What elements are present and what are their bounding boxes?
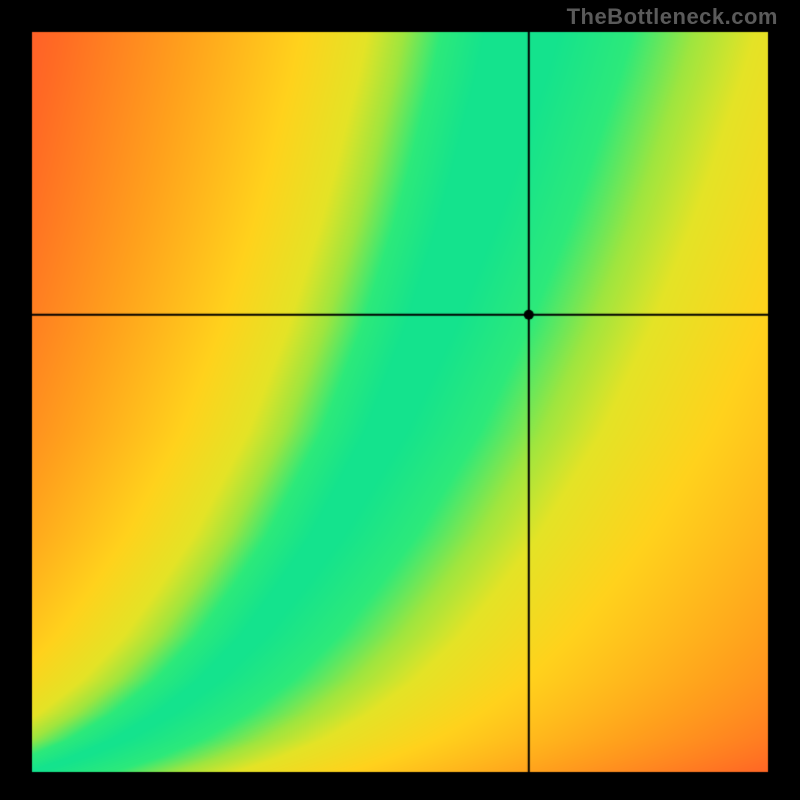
chart-container: TheBottleneck.com: [0, 0, 800, 800]
heatmap-canvas: [0, 0, 800, 800]
watermark-text: TheBottleneck.com: [567, 4, 778, 30]
